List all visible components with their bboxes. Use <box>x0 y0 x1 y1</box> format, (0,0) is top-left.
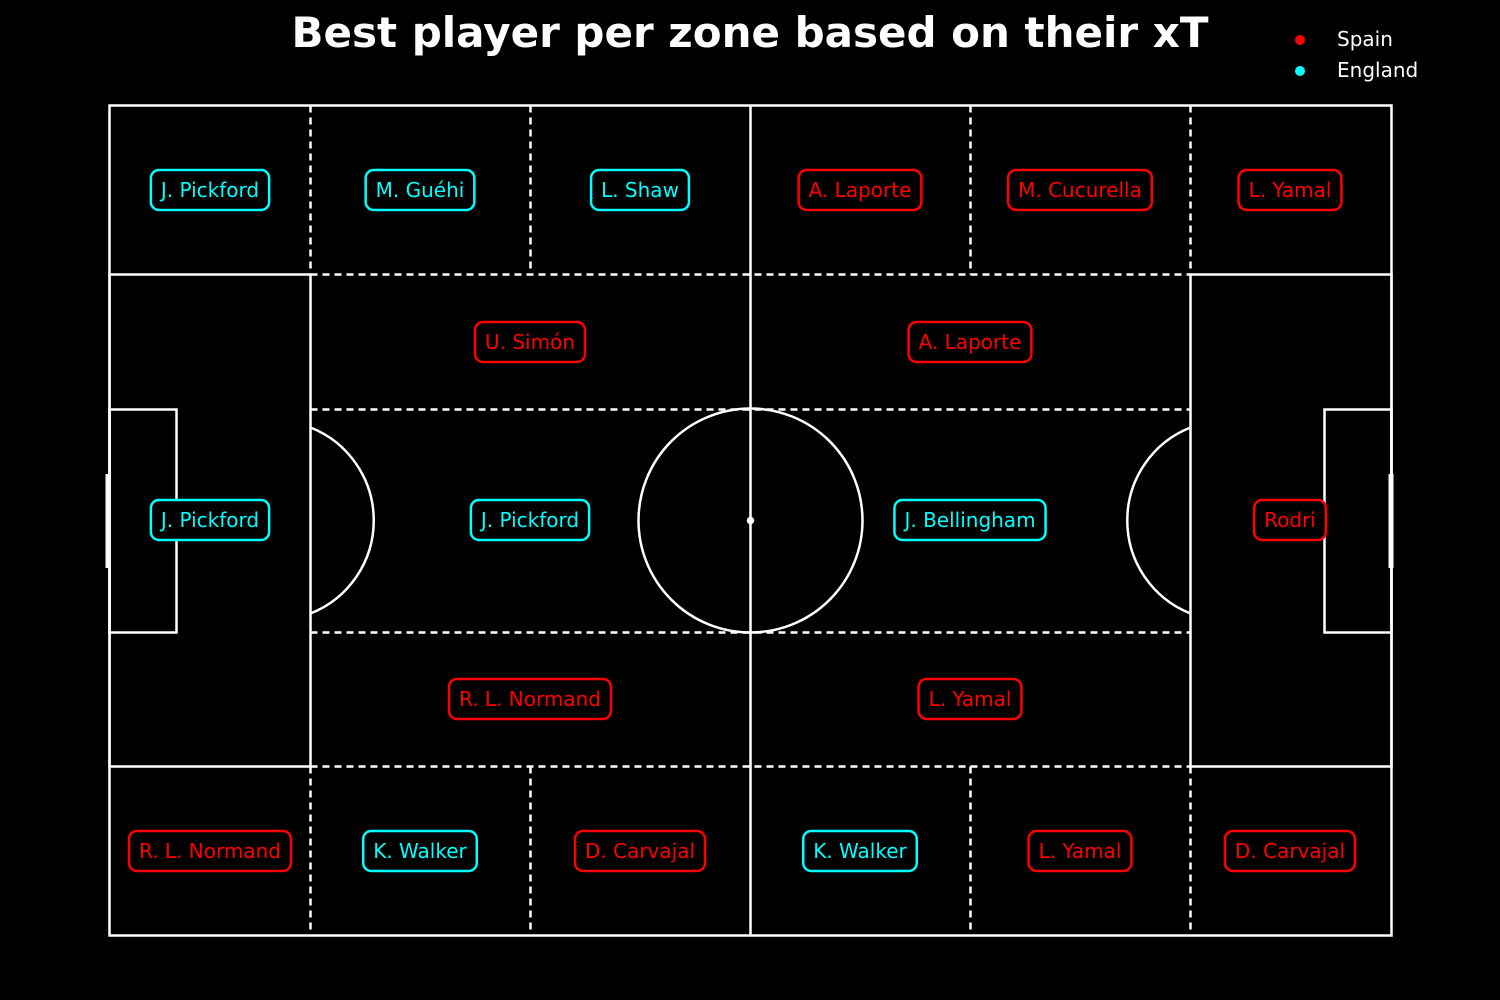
player-label-box <box>149 498 271 542</box>
player-label-box <box>1027 829 1133 873</box>
player-label-box <box>1223 829 1357 873</box>
legend-marker-spain <box>1295 35 1305 45</box>
player-label: J. Pickford <box>479 508 579 532</box>
player-label: L. Shaw <box>601 178 679 202</box>
player-label-box <box>1237 168 1343 212</box>
player-label-box <box>589 168 691 212</box>
player-label: R. L. Normand <box>139 839 281 863</box>
centre-spot <box>746 516 755 525</box>
legend-marker-england <box>1295 66 1305 76</box>
player-label: L. Yamal <box>929 687 1012 711</box>
right-six-yard-box <box>1323 408 1393 634</box>
player-label-box <box>1252 498 1328 542</box>
player-label-box <box>801 829 919 873</box>
zone-dividers <box>309 105 1192 936</box>
player-label-box <box>473 320 587 364</box>
player-label-box <box>149 168 271 212</box>
player-label-box <box>907 320 1033 364</box>
player-label: J. Bellingham <box>902 508 1035 532</box>
player-label: Rodri <box>1264 508 1316 532</box>
player-label: M. Cucurella <box>1018 178 1142 202</box>
player-label: L. Yamal <box>1039 839 1122 863</box>
zone-labels: J. Pickford M. Guéhi L. Shaw A. Laporte M. C… <box>127 168 1357 873</box>
player-label-box <box>917 677 1023 721</box>
player-label: U. Simón <box>485 330 575 354</box>
player-label-box <box>447 677 613 721</box>
player-label-box <box>1006 168 1154 212</box>
player-label: J. Pickford <box>159 508 259 532</box>
player-label-box <box>361 829 479 873</box>
left-penalty-arc <box>310 426 375 615</box>
centre-circle <box>637 407 864 634</box>
player-label-box <box>893 498 1047 542</box>
player-label: R. L. Normand <box>459 687 601 711</box>
player-label-box <box>573 829 707 873</box>
player-label: A. Laporte <box>919 330 1022 354</box>
player-label: D. Carvajal <box>1235 839 1345 863</box>
player-label-box <box>364 168 476 212</box>
player-label: M. Guéhi <box>376 178 465 202</box>
player-label: J. Pickford <box>159 178 259 202</box>
player-label: K. Walker <box>373 839 467 863</box>
player-label-box <box>469 498 591 542</box>
page-title: Best player per zone based on their xT <box>291 8 1209 57</box>
legend-label-england: England <box>1337 58 1419 82</box>
player-label-box <box>127 829 293 873</box>
player-label: D. Carvajal <box>585 839 695 863</box>
player-label: K. Walker <box>813 839 907 863</box>
player-label-box <box>797 168 923 212</box>
legend-label-spain: Spain <box>1337 27 1393 51</box>
player-label: A. Laporte <box>809 178 912 202</box>
pitch-lines <box>105 104 1394 937</box>
player-label: L. Yamal <box>1249 178 1332 202</box>
right-penalty-arc <box>1126 426 1191 615</box>
